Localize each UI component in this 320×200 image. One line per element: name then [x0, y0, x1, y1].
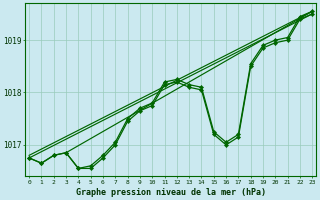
X-axis label: Graphe pression niveau de la mer (hPa): Graphe pression niveau de la mer (hPa) — [76, 188, 266, 197]
